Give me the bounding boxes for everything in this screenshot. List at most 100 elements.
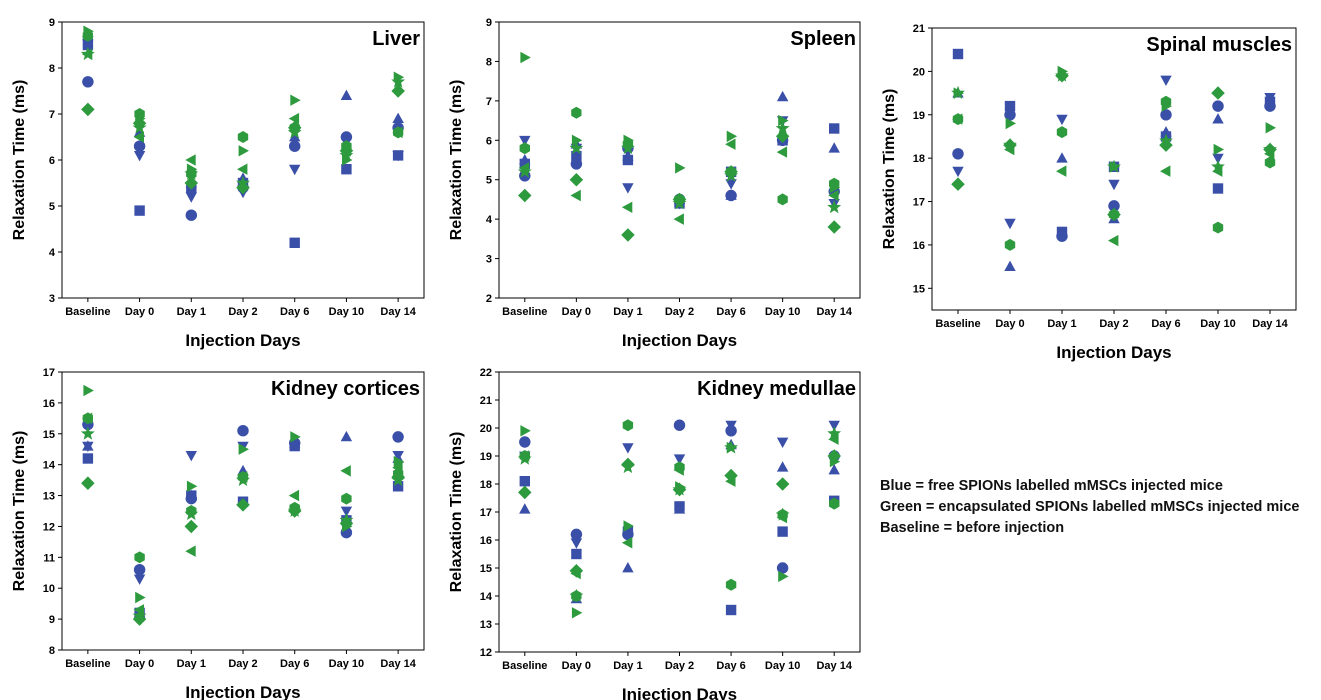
data-point-green-triangle-left <box>828 189 839 202</box>
data-point-blue-circle <box>519 436 531 448</box>
data-point-green-diamond <box>951 177 965 191</box>
data-point-green-diamond <box>1159 138 1173 152</box>
plot-frame <box>61 21 425 299</box>
x-tick-label: Day 10 <box>1200 318 1235 330</box>
y-tick-label: 14 <box>480 591 493 603</box>
y-tick-label: 5 <box>49 201 55 213</box>
data-point-green-triangle-right <box>623 520 634 532</box>
data-point-green-star <box>724 168 738 182</box>
data-point-green-diamond <box>518 188 532 203</box>
data-point-blue-triangle-down <box>673 454 686 465</box>
y-tick-label: 17 <box>43 367 55 379</box>
y-tick-label: 12 <box>43 521 55 533</box>
chart-panel-3: 8 9 10 11 12 13 14 15 16 17 Baseline Day 0 Day 1 Day … <box>11 367 425 700</box>
data-point-green-triangle-right <box>290 94 301 106</box>
chart-title: Liver <box>372 28 420 50</box>
x-tick-label: Day 1 <box>613 660 642 672</box>
data-point-green-star <box>827 426 842 440</box>
data-point-blue-triangle-up <box>519 503 531 514</box>
data-point-blue-triangle-up <box>622 562 634 573</box>
y-tick-label: 20 <box>913 66 925 78</box>
data-point-green-triangle-right <box>675 162 686 174</box>
x-tick-label: Day 0 <box>125 658 154 670</box>
data-point-green-triangle-right <box>726 130 738 143</box>
color-legend: Blue = free SPIONs labelled mMSCs inject… <box>880 476 1299 539</box>
data-point-green-hexagon <box>952 113 964 126</box>
x-tick-label: Day 14 <box>816 306 852 318</box>
x-tick-label: Day 0 <box>125 306 154 318</box>
y-tick-label: 18 <box>913 153 925 165</box>
x-tick-label: Day 6 <box>280 306 309 318</box>
data-point-blue-circle <box>133 563 146 576</box>
x-tick-label: Day 1 <box>613 306 642 318</box>
data-point-green-triangle-right <box>1213 143 1224 156</box>
data-point-green-diamond <box>1211 86 1225 100</box>
y-tick-label: 10 <box>43 583 55 595</box>
data-point-blue-triangle-down <box>392 451 404 462</box>
data-point-green-hexagon <box>571 106 582 119</box>
y-tick-label: 15 <box>913 283 925 295</box>
x-tick-label: Day 10 <box>765 306 800 318</box>
data-point-green-triangle-right <box>520 51 531 64</box>
data-point-green-star <box>827 200 842 214</box>
chart-panel-1: 2 3 4 5 6 7 8 9 Baseline Day 0 Day 1 Day 2 Day 6 Day … <box>448 17 861 350</box>
data-point-green-triangle-left <box>776 146 788 158</box>
data-point-blue-triangle-down <box>1108 179 1120 191</box>
data-point-blue-triangle-up <box>828 464 840 475</box>
data-point-green-triangle-left <box>570 567 581 580</box>
data-point-blue-circle <box>1056 230 1068 242</box>
data-point-green-star <box>1107 159 1121 173</box>
data-point-green-triangle-left <box>673 213 684 225</box>
y-tick-label: 9 <box>486 17 492 29</box>
data-point-green-hexagon <box>829 177 840 190</box>
chart-panel-0: 3 4 5 6 7 8 9 Baseline Day 0 Day 1 Day 2 Day 6 Day 1… <box>11 17 425 350</box>
data-point-green-hexagon <box>341 140 352 153</box>
data-point-blue-triangle-up <box>1212 113 1224 124</box>
data-point-green-diamond <box>621 228 635 242</box>
x-tick-label: Day 6 <box>716 660 745 672</box>
x-axis-label: Injection Days <box>622 331 737 350</box>
data-point-blue-triangle-up <box>725 189 737 200</box>
y-tick-label: 2 <box>486 293 492 305</box>
data-point-green-hexagon <box>1056 126 1068 139</box>
data-point-green-triangle-right <box>571 134 583 146</box>
data-point-blue-triangle-up <box>622 150 634 161</box>
data-point-green-star <box>184 506 199 520</box>
data-point-blue-triangle-down <box>570 538 583 549</box>
data-point-green-star <box>287 503 302 517</box>
data-point-blue-circle <box>133 140 146 152</box>
data-point-blue-triangle-down <box>1160 75 1172 86</box>
x-tick-label: Baseline <box>502 660 547 672</box>
data-point-blue-triangle-up <box>1004 260 1016 271</box>
data-point-blue-triangle-up <box>289 437 301 448</box>
data-point-green-hexagon <box>1004 238 1016 251</box>
data-point-blue-triangle-down <box>622 183 634 194</box>
data-point-green-triangle-right <box>135 591 146 604</box>
data-point-blue-square <box>519 476 530 487</box>
data-point-green-triangle-right <box>83 384 94 397</box>
x-tick-label: Day 1 <box>1047 318 1076 330</box>
y-axis-label: Relaxation Time (ms) <box>881 89 898 250</box>
x-tick-label: Baseline <box>65 658 110 670</box>
x-tick-label: Day 10 <box>329 306 364 318</box>
y-tick-label: 16 <box>43 398 55 410</box>
y-tick-label: 3 <box>49 293 55 305</box>
data-point-green-triangle-right <box>393 455 405 468</box>
y-tick-label: 15 <box>43 429 55 441</box>
y-tick-label: 7 <box>49 109 55 121</box>
data-point-green-star <box>517 451 532 465</box>
data-point-green-star <box>184 166 199 180</box>
y-axis-label: Relaxation Time (ms) <box>448 80 465 241</box>
y-tick-label: 9 <box>49 614 55 626</box>
data-point-blue-triangle-down <box>776 437 789 448</box>
data-point-green-triangle-right <box>1265 122 1276 134</box>
y-tick-label: 21 <box>480 395 492 407</box>
data-point-green-triangle-right <box>1005 117 1016 130</box>
x-tick-label: Day 0 <box>562 306 591 318</box>
data-point-green-triangle-left <box>1108 234 1119 247</box>
chart-panel-2: 15 16 17 18 19 20 21 Baseline Day 0 Day 1 Day 2 Day… <box>881 23 1297 362</box>
data-point-green-triangle-right <box>520 425 531 437</box>
x-axis-label: Injection Days <box>185 331 300 350</box>
data-point-blue-circle <box>392 431 404 443</box>
data-point-green-hexagon <box>134 108 145 120</box>
